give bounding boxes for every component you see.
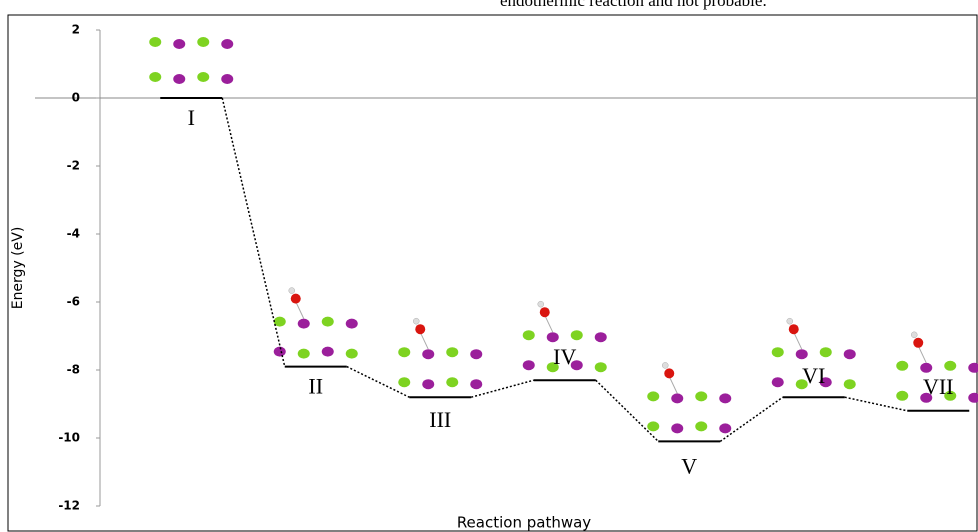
atom <box>695 391 707 401</box>
hydrogen <box>662 362 668 368</box>
atom <box>647 391 659 401</box>
y-tick-label: -8 <box>67 363 80 377</box>
atom <box>523 360 535 370</box>
connector <box>222 98 285 367</box>
atom <box>844 379 856 389</box>
bond <box>918 346 926 363</box>
hydrogen <box>413 318 419 324</box>
y-tick-label: 0 <box>72 91 80 105</box>
atom <box>322 347 334 357</box>
atom <box>197 37 209 47</box>
level-label: II <box>308 374 323 399</box>
oxygen <box>664 368 674 378</box>
connector <box>720 397 783 441</box>
y-tick-label: -2 <box>67 159 80 173</box>
atom <box>719 423 731 433</box>
atom <box>221 39 233 49</box>
atom <box>944 361 956 371</box>
atom <box>647 421 659 431</box>
annotation: endothermic reaction and not probable. <box>500 0 767 10</box>
atom <box>547 332 559 342</box>
atom <box>571 330 583 340</box>
atom <box>695 421 707 431</box>
oxygen <box>540 307 550 317</box>
atom <box>470 349 482 359</box>
level-label: VII <box>923 374 954 399</box>
y-tick-label: 2 <box>72 23 80 37</box>
atom <box>671 393 683 403</box>
atom <box>595 362 607 372</box>
atom <box>346 319 358 329</box>
atom <box>470 379 482 389</box>
level-label: VI <box>802 363 825 388</box>
level-label: IV <box>553 344 576 369</box>
atom <box>298 319 310 329</box>
hydrogen <box>538 301 544 307</box>
oxygen <box>789 324 799 334</box>
y-axis-label: Energy (eV) <box>10 227 26 310</box>
atom <box>398 347 410 357</box>
atom <box>422 349 434 359</box>
atom <box>197 72 209 82</box>
atom <box>920 363 932 373</box>
x-axis-label: Reaction pathway <box>457 514 591 532</box>
atom <box>671 423 683 433</box>
level-label: V <box>681 453 697 478</box>
oxygen <box>291 294 301 304</box>
atom <box>346 349 358 359</box>
y-tick-label: -10 <box>58 431 80 445</box>
bond <box>296 302 304 319</box>
atom <box>719 393 731 403</box>
atom <box>896 391 908 401</box>
atom <box>422 379 434 389</box>
oxygen <box>913 338 923 348</box>
bond <box>420 332 428 349</box>
atom <box>398 377 410 387</box>
level-label: I <box>188 105 195 130</box>
y-tick-label: -4 <box>67 227 80 241</box>
atom <box>173 39 185 49</box>
atom <box>772 347 784 357</box>
atom <box>322 317 334 327</box>
connector <box>845 397 908 411</box>
atom <box>595 332 607 342</box>
atom <box>149 72 161 82</box>
bond <box>545 315 553 332</box>
atom <box>844 349 856 359</box>
atom <box>772 377 784 387</box>
bond <box>794 332 802 349</box>
hydrogen <box>289 288 295 294</box>
atom <box>149 37 161 47</box>
atom <box>446 347 458 357</box>
oxygen <box>415 324 425 334</box>
hydrogen <box>911 332 917 338</box>
atom <box>298 349 310 359</box>
bond <box>669 376 677 393</box>
atom <box>523 330 535 340</box>
y-tick-label: -6 <box>67 295 80 309</box>
atom <box>221 74 233 84</box>
frame <box>8 15 977 531</box>
connector <box>596 380 659 441</box>
atom <box>896 361 908 371</box>
hydrogen <box>787 318 793 324</box>
chart: endothermic reaction and not probable. E… <box>0 0 978 532</box>
atom <box>968 393 978 403</box>
level-label: III <box>429 407 451 432</box>
atom <box>968 363 978 373</box>
atom <box>796 349 808 359</box>
y-tick-label: -12 <box>58 499 80 513</box>
atom <box>173 74 185 84</box>
atom <box>820 347 832 357</box>
atom <box>446 377 458 387</box>
